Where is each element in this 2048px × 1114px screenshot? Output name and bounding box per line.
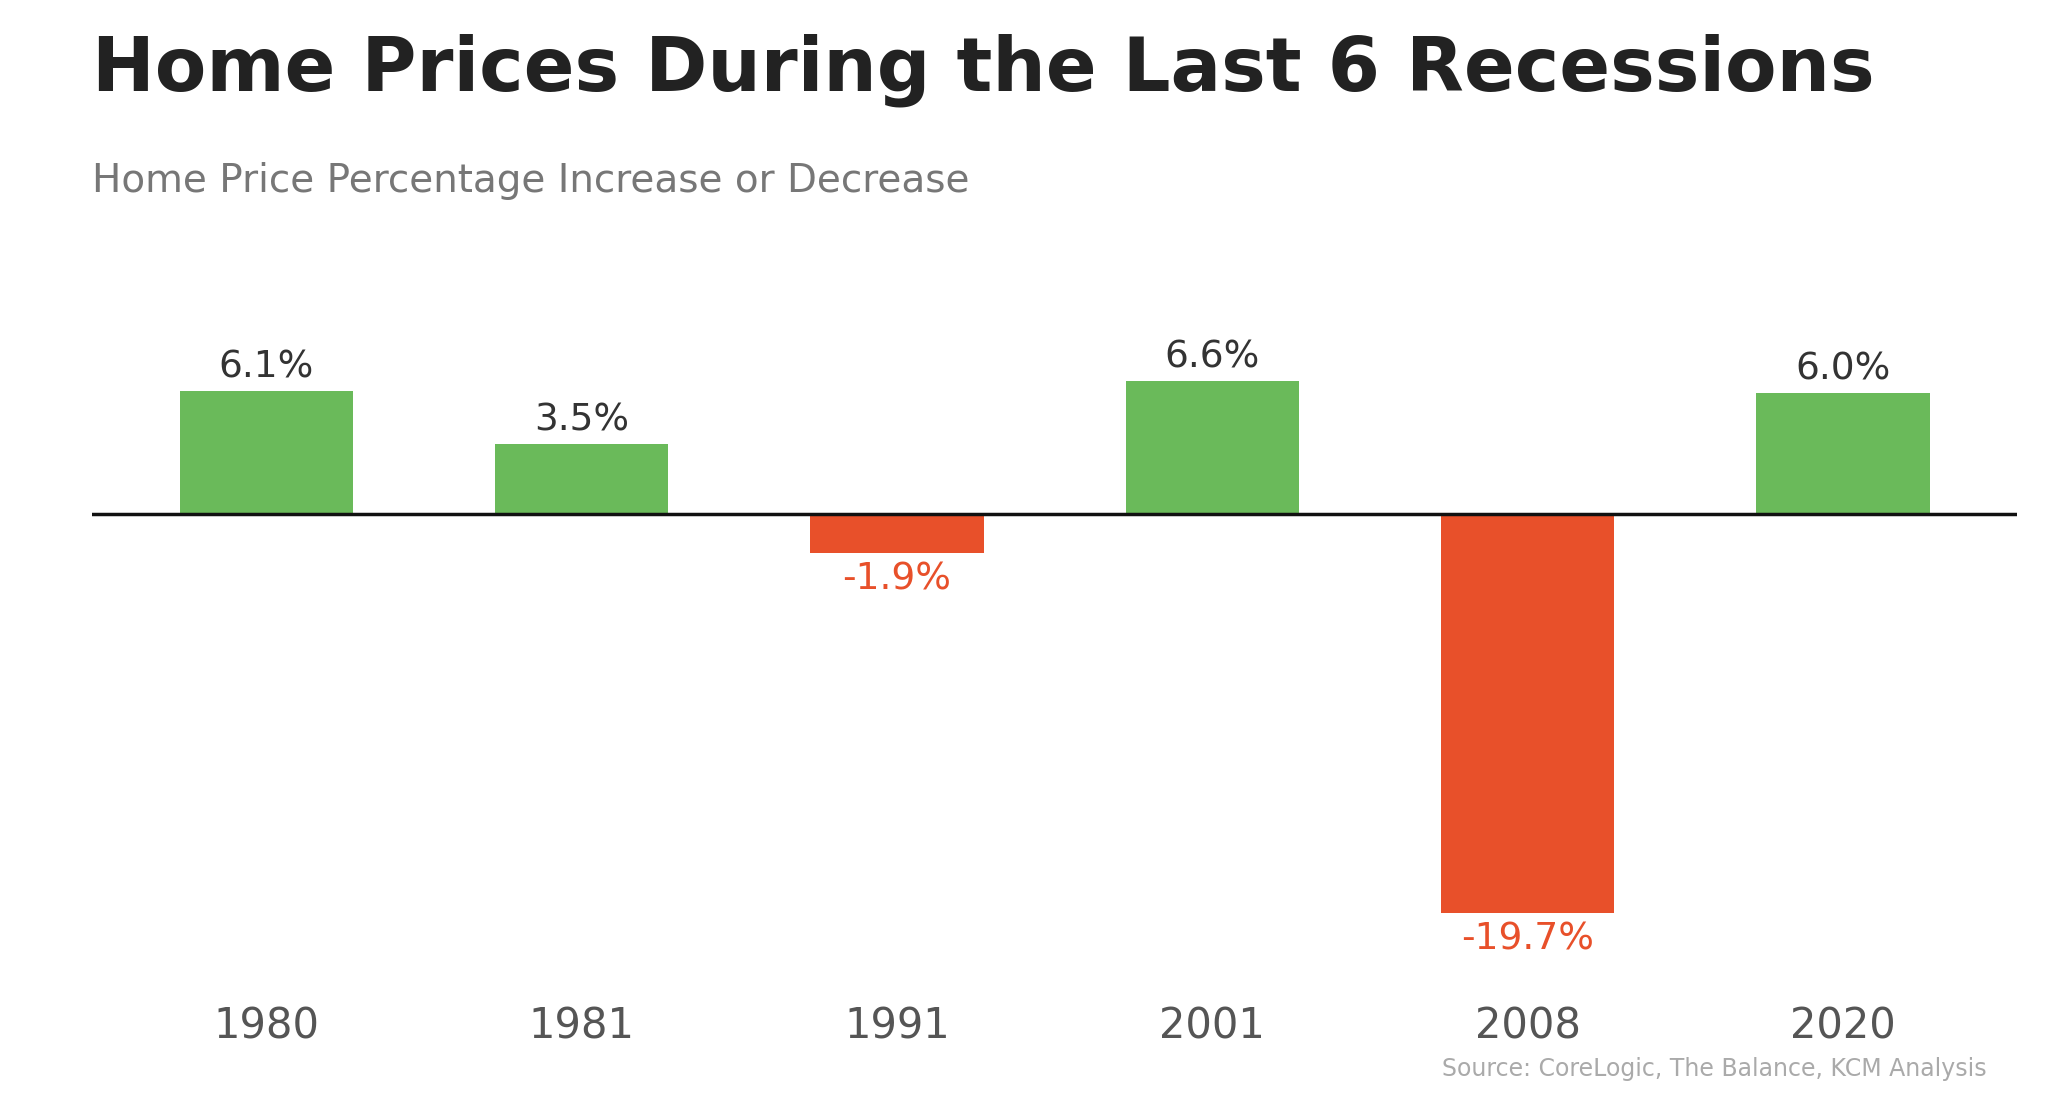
Text: -19.7%: -19.7% xyxy=(1460,921,1593,958)
Bar xyxy=(496,443,668,515)
Text: 6.1%: 6.1% xyxy=(219,350,313,385)
Bar xyxy=(1442,515,1614,913)
Text: 6.6%: 6.6% xyxy=(1165,340,1260,375)
Text: Source: CoreLogic, The Balance, KCM Analysis: Source: CoreLogic, The Balance, KCM Anal… xyxy=(1442,1056,1987,1081)
Text: Home Prices During the Last 6 Recessions: Home Prices During the Last 6 Recessions xyxy=(92,33,1874,107)
Text: 3.5%: 3.5% xyxy=(535,402,629,439)
Text: -1.9%: -1.9% xyxy=(842,561,952,597)
Bar xyxy=(1757,393,1929,515)
Bar xyxy=(1126,381,1298,515)
Bar xyxy=(811,515,983,553)
Bar xyxy=(180,391,352,515)
Text: 6.0%: 6.0% xyxy=(1796,352,1890,388)
Text: Home Price Percentage Increase or Decrease: Home Price Percentage Increase or Decrea… xyxy=(92,162,969,199)
